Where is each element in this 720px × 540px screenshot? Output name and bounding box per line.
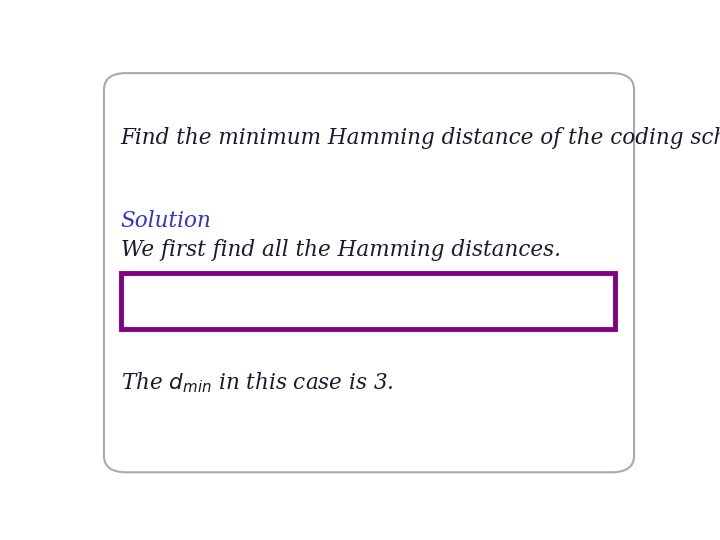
Text: We first find all the Hamming distances.: We first find all the Hamming distances. bbox=[121, 239, 561, 261]
Bar bbox=[121, 273, 615, 329]
FancyBboxPatch shape bbox=[104, 73, 634, 472]
Text: Find the minimum Hamming distance of the coding scheme.: Find the minimum Hamming distance of the… bbox=[121, 126, 720, 149]
Text: The $d_{min}$ in this case is 3.: The $d_{min}$ in this case is 3. bbox=[121, 370, 394, 395]
Text: Solution: Solution bbox=[121, 210, 212, 232]
